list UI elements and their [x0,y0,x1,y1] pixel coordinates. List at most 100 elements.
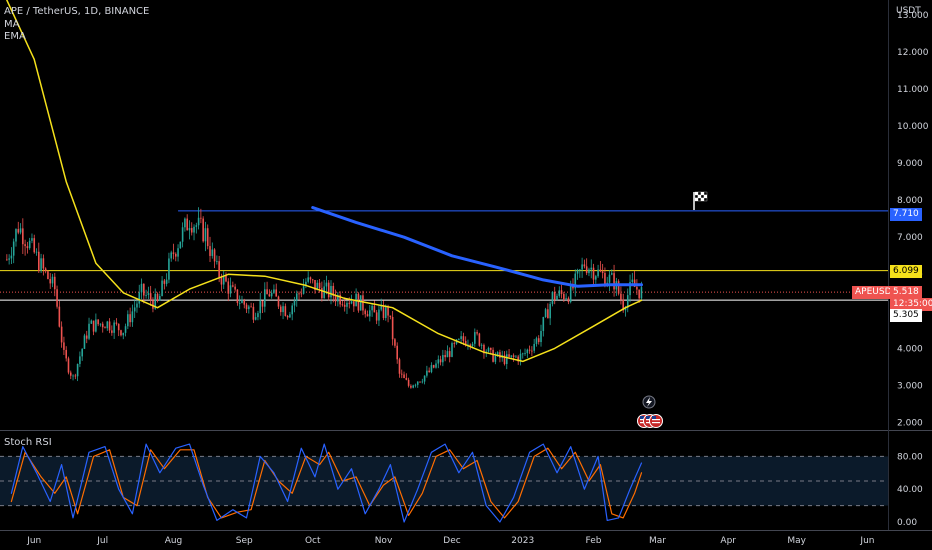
candle-body [599,269,602,272]
candle-body [90,320,93,324]
candle-body [24,244,26,247]
price-tick-label: 8.000 [897,196,923,206]
candle-body [604,272,606,287]
time-tick-label: Aug [165,536,183,546]
candle-body [311,279,314,281]
candle-body [597,269,599,277]
currency-label: USDT [896,6,921,16]
stoch-tick-label: 80.00 [897,452,923,462]
candle-body [195,225,198,227]
stoch-rsi-pane[interactable]: 0.00 40.00 80.00 [0,443,923,528]
checkered-flag-square [697,197,702,202]
candle-body [403,374,405,378]
candle-body [42,258,45,269]
candle-body [149,293,152,301]
checkered-flag-square [697,194,702,199]
candle-body [95,319,97,332]
candle-body [510,355,513,357]
candle-body [104,327,106,329]
us-flag-canton [646,416,650,419]
candle-body [464,340,467,346]
candle-body [369,310,371,317]
candle-body [190,228,193,233]
price-tick-label: 9.000 [897,159,923,169]
stoch-legend[interactable]: Stoch RSI [4,437,52,448]
candle-body [147,293,150,296]
candle-body [275,289,278,297]
candle-body [579,269,581,271]
candle-body [505,354,508,365]
candle-body [314,279,316,291]
candle-body [222,275,225,285]
candle-body [590,267,593,270]
candle-body [200,217,202,219]
candle-body [197,217,200,226]
candle-body [608,274,611,283]
candle-body [526,349,529,354]
candle-body [79,356,81,364]
candle-body [49,278,52,284]
candle-body [339,294,341,305]
candle-body [610,273,613,275]
candle-body [551,291,554,304]
checkered-flag-square [694,197,699,202]
time-tick-label: Jun [859,536,874,546]
us-flag-canton [640,416,644,419]
candle-body [186,218,188,231]
candle-body [499,352,501,358]
candle-body [72,375,74,377]
candle-body [444,355,446,358]
candle-body [81,348,83,357]
checkered-flag-square [703,197,708,202]
us-flag-stripe [652,422,660,424]
candle-body [458,339,460,340]
price-tick-label: 10.000 [897,122,929,132]
ema-series [6,0,643,363]
candle-body [234,286,236,290]
candle-body [154,293,157,309]
candle-body [430,365,433,373]
candle-body [519,353,522,362]
candle-body [547,309,549,319]
time-axis[interactable]: Jun Jul Aug Sep Oct Nov Dec 2023 Feb Mar Apr May Jun [26,536,874,546]
checkered-flag-square [694,191,699,196]
symbol-tag: APEUSDT [852,286,900,299]
candle-body [419,381,421,383]
candle-body [44,268,47,272]
candle-body [410,385,412,388]
candle-body [305,281,307,287]
candle-body [22,228,24,245]
ema-legend[interactable]: EMA [4,31,26,42]
candle-body [273,289,275,293]
candle-body [74,375,77,377]
candle-body [108,321,111,331]
candle-body [284,306,287,316]
candle-body [512,355,515,357]
last-price-tag: 5.518 [890,286,922,299]
candle-body [492,349,494,362]
us-flag-canton [652,416,656,419]
candle-body [261,300,264,307]
ma-legend[interactable]: MA [4,19,20,30]
lightning-bolt [646,397,652,407]
candle-body [216,261,218,263]
candle-body [558,290,561,296]
candle-body [327,282,330,298]
candle-body [131,311,134,323]
candle-body [592,267,595,280]
candle-body [375,312,378,321]
candle-body [19,228,22,233]
chart-icons [637,191,708,428]
candle-body [101,323,104,328]
candle-body [204,228,207,242]
candle-body [209,246,211,256]
candle-body [362,295,364,311]
candle-body [576,269,579,274]
candle-body [127,314,129,327]
candle-body [560,290,563,294]
stoch-d-line [10,447,643,519]
candle-body [588,269,590,274]
checkered-flag-square [700,194,705,199]
candle-body [487,347,490,352]
